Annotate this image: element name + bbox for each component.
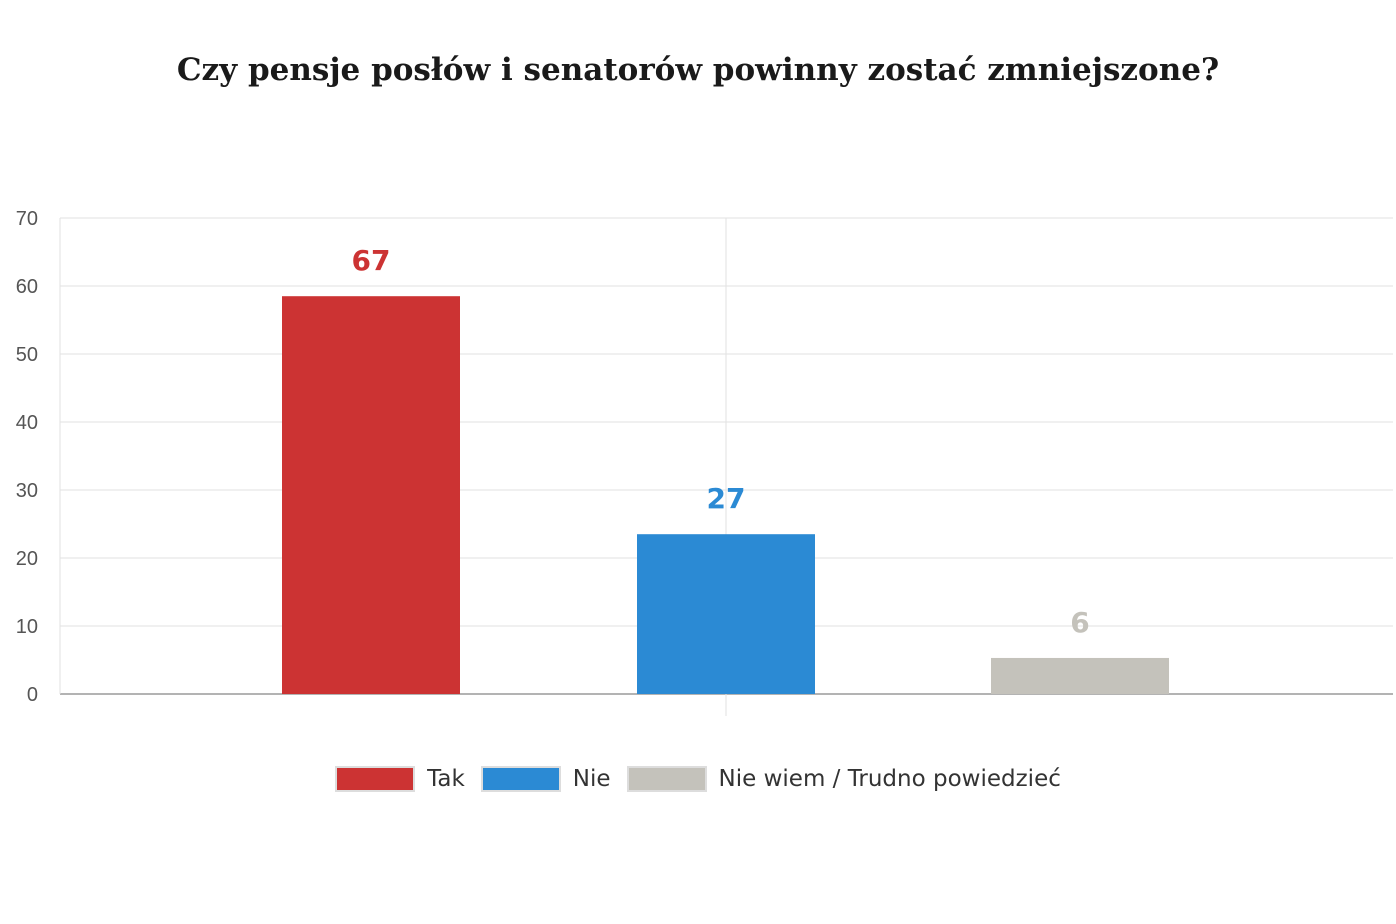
legend-label: Nie: [572, 766, 611, 792]
data-labels: 67 27 6: [352, 244, 1090, 639]
y-tick-label: 10: [16, 616, 38, 638]
y-tick-label: 30: [16, 480, 38, 502]
y-tick-label: 40: [16, 412, 38, 434]
bar-tak: [282, 296, 460, 694]
data-label: 27: [707, 482, 746, 515]
y-tick-label: 70: [16, 208, 38, 230]
bar-nie-wiem-trudno-powiedzie-: [991, 657, 1169, 694]
legend-item[interactable]: Nie: [480, 766, 611, 792]
bars: [282, 296, 1169, 694]
legend-item[interactable]: Tak: [335, 766, 465, 792]
y-tick-label: 20: [16, 548, 38, 570]
bar-nie: [637, 534, 815, 694]
legend-swatch: [626, 766, 707, 792]
legend-swatch: [480, 766, 561, 792]
legend-label: Nie wiem / Trudno powiedzieć: [718, 766, 1061, 792]
chart-title: Czy pensje posłów i senatorów powinny zo…: [176, 52, 1220, 88]
legend-item[interactable]: Nie wiem / Trudno powiedzieć: [626, 766, 1061, 792]
y-axis-ticks: 0 10 20 30 40 50 60 70: [16, 208, 38, 706]
data-label: 6: [1070, 606, 1089, 639]
data-label: 67: [352, 244, 391, 277]
legend: Tak Nie Nie wiem / Trudno powiedzieć: [0, 766, 1396, 792]
legend-label: Tak: [427, 766, 465, 792]
legend-swatch: [335, 766, 416, 792]
y-tick-label: 50: [16, 344, 38, 366]
y-tick-label: 0: [27, 684, 38, 706]
y-tick-label: 60: [16, 276, 38, 298]
